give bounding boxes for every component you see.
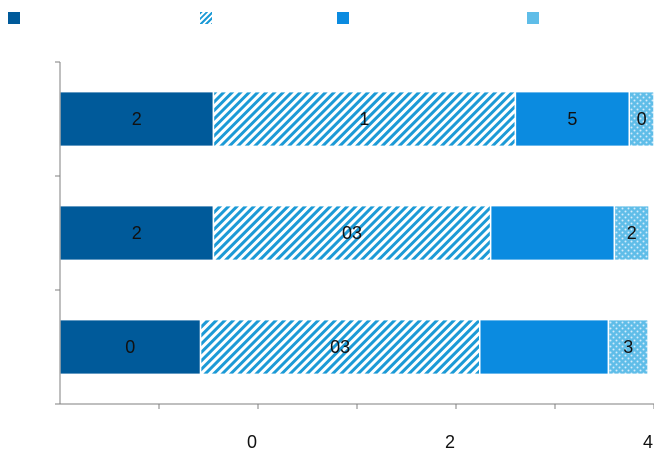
bar-segment-row-2-series-1 <box>59 204 215 262</box>
bar-segment-row-1-series-4 <box>628 90 654 148</box>
bar-segment-row-3-series-2 <box>199 318 481 376</box>
bar-segment-row-1-series-2 <box>212 90 517 148</box>
data-label-row-3-series-1: 0 <box>125 337 135 357</box>
bar-segment-row-2-series-4 <box>613 204 650 262</box>
data-label-row-1-series-3: 5 <box>567 109 577 129</box>
bar-segment-row-3-series-4 <box>607 318 649 376</box>
legend-swatch-series-3 <box>337 12 349 24</box>
data-label-row-1-series-1: 2 <box>132 109 142 129</box>
legend-swatch-series-1 <box>8 12 20 24</box>
bar-segment-row-2-series-2 <box>212 204 492 262</box>
data-label-row-2-series-1: 2 <box>132 223 142 243</box>
data-label-row-1-series-4: 0 <box>637 109 647 129</box>
bar-segment-row-3-series-3 <box>479 318 610 376</box>
bar-segment-row-1-series-3 <box>514 90 631 148</box>
data-label-row-3-series-2: 03 <box>330 337 350 357</box>
x-tick-label: 2 <box>445 432 455 452</box>
data-label-row-2-series-2: 03 <box>342 223 362 243</box>
bar-segment-row-3-series-1 <box>59 318 202 376</box>
data-label-row-1-series-2: 1 <box>359 109 369 129</box>
x-tick-label: 0 <box>247 432 257 452</box>
x-tick-label: 4 <box>643 432 653 452</box>
bar-segment-row-2-series-3 <box>489 204 616 262</box>
data-label-row-3-series-4: 3 <box>623 337 633 357</box>
legend-swatch-series-2 <box>200 12 212 24</box>
data-label-row-2-series-4: 2 <box>627 223 637 243</box>
legend-swatch-series-4 <box>527 12 539 24</box>
